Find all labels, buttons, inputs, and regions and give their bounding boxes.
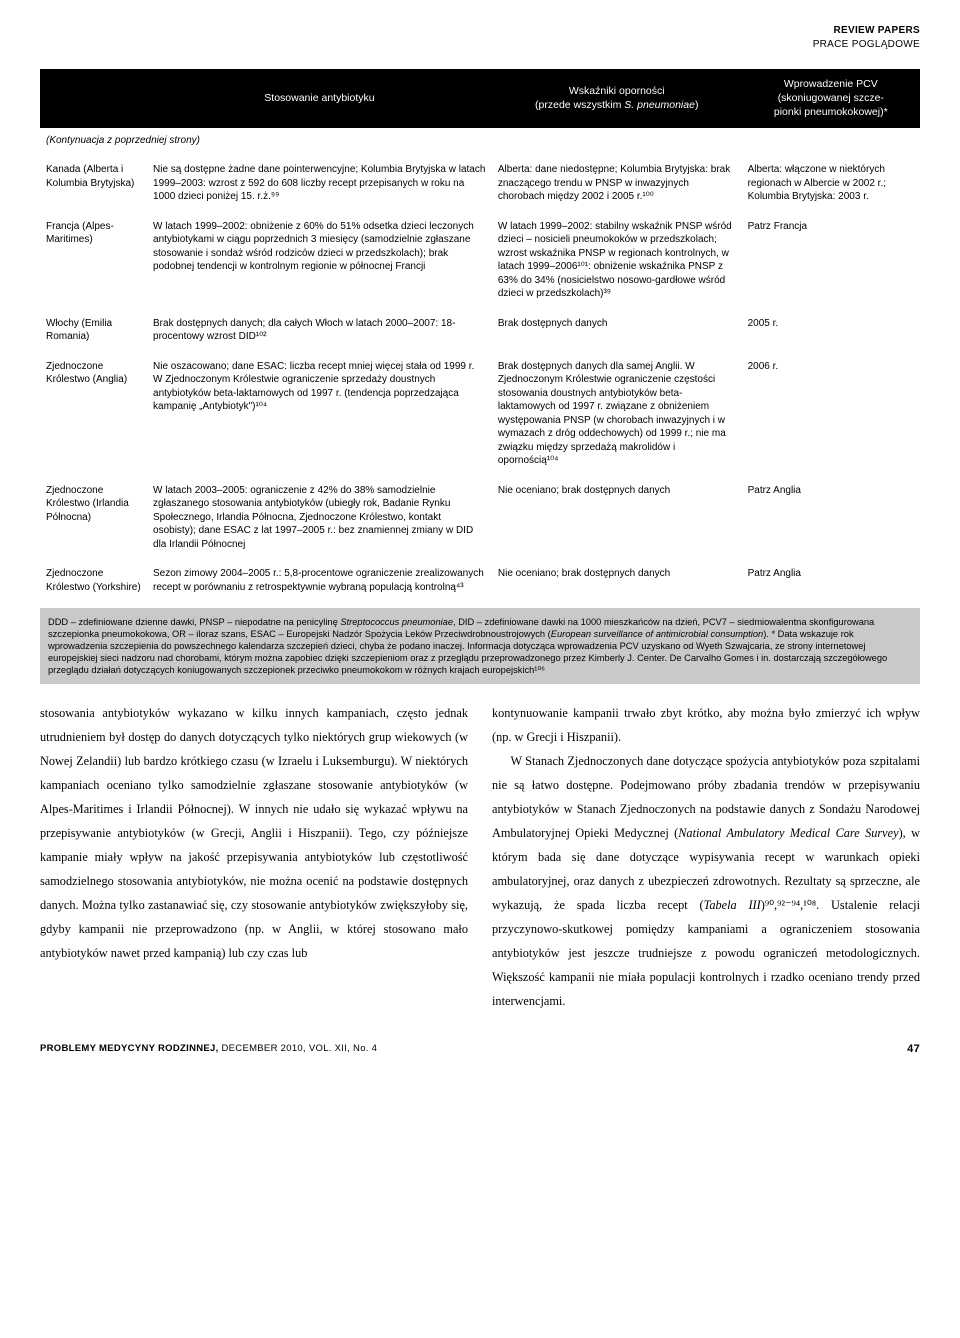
data-table: Stosowanie antybiotyku Wskaźniki opornoś… (40, 69, 920, 604)
cell-antibiotic: Nie oszacowano; dane ESAC: liczba recept… (147, 354, 492, 478)
body-column-left: stosowania antybiotyków wykazano w kilku… (40, 702, 468, 1014)
cell-country: Francja (Alpes-Maritimes) (40, 214, 147, 311)
col-header-pcv: Wprowadzenie PCV (skoniugowanej szcze- p… (742, 69, 920, 128)
cell-country: Kanada (Alberta i Kolumbia Brytyjska) (40, 157, 147, 214)
cell-resistance: Brak dostępnych danych (492, 311, 742, 354)
table-footnote: DDD – zdefiniowane dzienne dawki, PNSP –… (40, 608, 920, 684)
col-header-resistance: Wskaźniki oporności (przede wszystkim S.… (492, 69, 742, 128)
table-row: Francja (Alpes-Maritimes) W latach 1999–… (40, 214, 920, 311)
header-line-2: PRACE POGLĄDOWE (40, 38, 920, 52)
cell-resistance: Nie oceniano; brak dostępnych danych (492, 561, 742, 604)
col-header-empty (40, 69, 147, 128)
table-row: Zjednoczone Królestwo (Yorkshire) Sezon … (40, 561, 920, 604)
cell-pcv: Patrz Anglia (742, 561, 920, 604)
cell-pcv: Patrz Anglia (742, 478, 920, 562)
body-columns: stosowania antybiotyków wykazano w kilku… (40, 702, 920, 1014)
cell-resistance: W latach 1999–2002: stabilny wskaźnik PN… (492, 214, 742, 311)
table-row: Kanada (Alberta i Kolumbia Brytyjska) Ni… (40, 157, 920, 214)
cell-pcv: 2005 r. (742, 311, 920, 354)
section-header: REVIEW PAPERS PRACE POGLĄDOWE (40, 24, 920, 51)
cell-country: Zjednoczone Królestwo (Irlandia Północna… (40, 478, 147, 562)
footer-journal: PROBLEMY MEDYCYNY RODZINNEJ, DECEMBER 20… (40, 1043, 377, 1056)
table-row: Włochy (Emilia Romania) Brak dostępnych … (40, 311, 920, 354)
cell-country: Zjednoczone Królestwo (Anglia) (40, 354, 147, 478)
cell-antibiotic: Brak dostępnych danych; dla całych Włoch… (147, 311, 492, 354)
body-column-right: kontynuowanie kampanii trwało zbyt krótk… (492, 702, 920, 1014)
cell-pcv: 2006 r. (742, 354, 920, 478)
cell-resistance: Nie oceniano; brak dostępnych danych (492, 478, 742, 562)
cell-antibiotic: Nie są dostępne żadne dane pointerwencyj… (147, 157, 492, 214)
page-footer: PROBLEMY MEDYCYNY RODZINNEJ, DECEMBER 20… (40, 1042, 920, 1057)
col-header-antibiotic: Stosowanie antybiotyku (147, 69, 492, 128)
table-row: Zjednoczone Królestwo (Irlandia Północna… (40, 478, 920, 562)
continuation-row: (Kontynuacja z poprzedniej strony) (40, 128, 920, 158)
cell-resistance: Alberta: dane niedostępne; Kolumbia Bryt… (492, 157, 742, 214)
cell-antibiotic: W latach 1999–2002: obniżenie z 60% do 5… (147, 214, 492, 311)
cell-pcv: Alberta: włączone w niektórych regionach… (742, 157, 920, 214)
cell-resistance: Brak dostępnych danych dla samej Anglii.… (492, 354, 742, 478)
cell-pcv: Patrz Francja (742, 214, 920, 311)
cell-antibiotic: W latach 2003–2005: ograniczenie z 42% d… (147, 478, 492, 562)
table-row: Zjednoczone Królestwo (Anglia) Nie oszac… (40, 354, 920, 478)
continuation-text: (Kontynuacja z poprzedniej strony) (40, 128, 920, 158)
cell-country: Włochy (Emilia Romania) (40, 311, 147, 354)
cell-antibiotic: Sezon zimowy 2004–2005 r.: 5,8-procentow… (147, 561, 492, 604)
footer-page-number: 47 (907, 1042, 920, 1057)
table-header-row: Stosowanie antybiotyku Wskaźniki opornoś… (40, 69, 920, 128)
cell-country: Zjednoczone Królestwo (Yorkshire) (40, 561, 147, 604)
header-line-1: REVIEW PAPERS (40, 24, 920, 38)
